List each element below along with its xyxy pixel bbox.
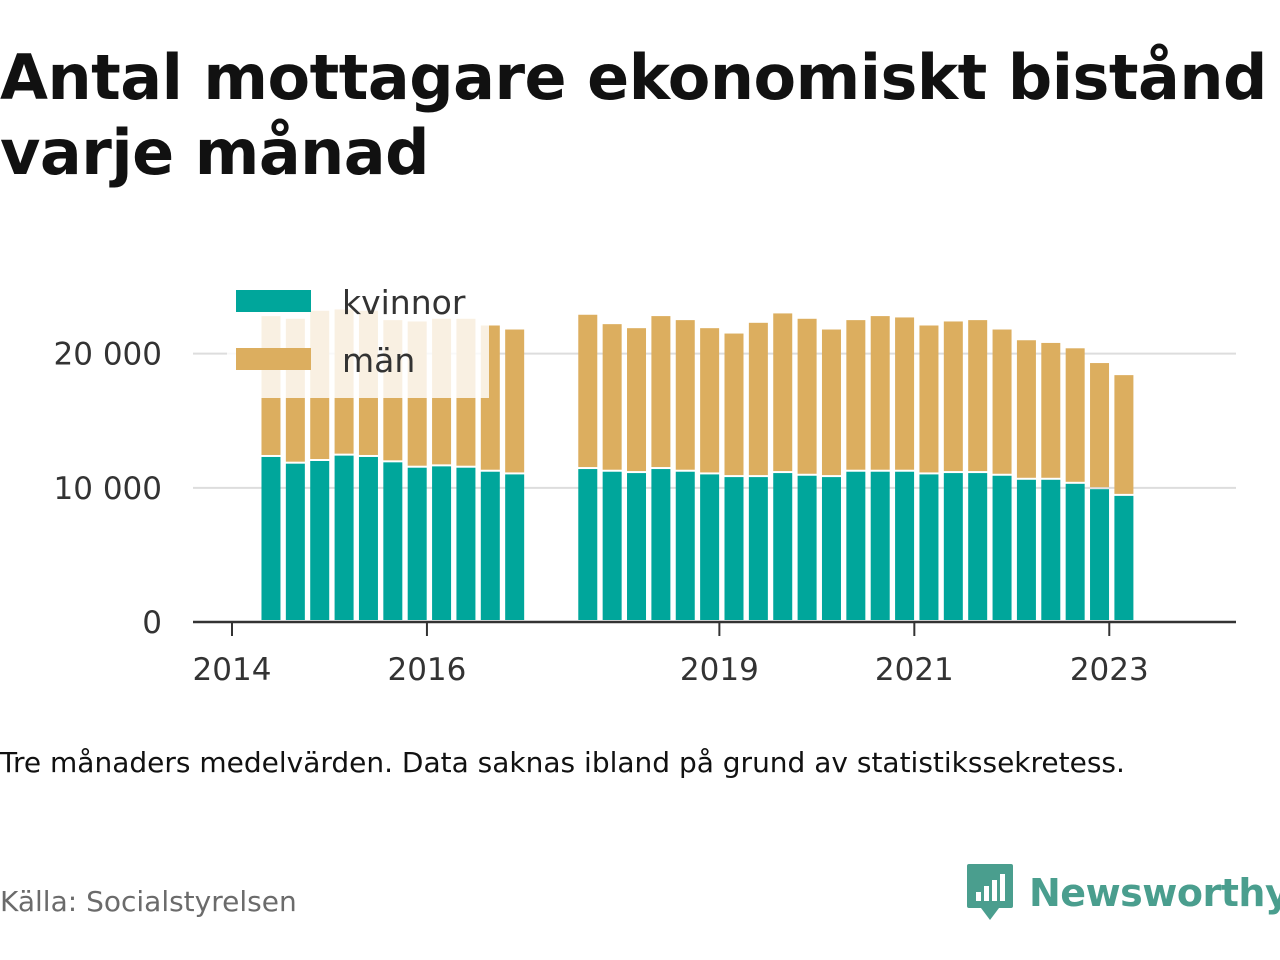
legend-swatch-man [236,348,311,370]
bar-kvinnor [943,473,963,620]
bar-kvinnor [578,469,598,620]
y-tick-label: 10 000 [54,471,162,507]
bar-kvinnor [505,474,525,620]
bar-kvinnor [651,469,671,620]
bar-man [968,320,988,472]
bar-man [748,322,768,476]
newsworthy-logo-icon [967,864,1013,920]
bar-man [846,320,866,470]
bar-kvinnor [432,466,452,620]
bar-kvinnor [821,477,841,620]
bar-man [895,317,915,470]
x-tick-label: 2014 [193,652,272,688]
bar-man [797,318,817,474]
bar-kvinnor [675,471,695,620]
bar-kvinnor [1090,489,1110,620]
chart-title: Antal mottagare ekonomiskt bistånd varje… [0,40,1280,190]
bar-kvinnor [700,474,720,620]
bar-kvinnor [480,471,500,620]
chart-note: Tre månaders medelvärden. Data saknas ib… [0,746,1125,779]
bar-kvinnor [261,456,281,620]
bar-kvinnor [310,461,330,620]
bar-man [724,333,744,476]
bar-kvinnor [724,477,744,620]
bar-kvinnor [870,471,890,620]
x-tick-label: 2023 [1070,652,1149,688]
brand-name: Newsworthy [1029,871,1280,915]
source-label: Källa: Socialstyrelsen [0,885,297,918]
bar-kvinnor [383,462,403,620]
bar-kvinnor [773,473,793,620]
bar-kvinnor [1114,495,1134,620]
bar-kvinnor [627,473,647,620]
legend-label-man: män [342,341,415,380]
bar-kvinnor [1065,483,1085,620]
y-tick-label: 20 000 [54,337,162,373]
bar-man [627,328,647,472]
title-line-2: varje månad [0,116,430,189]
bar-man [675,320,695,470]
bar-man [773,313,793,472]
bar-man [1041,342,1061,478]
bar-man [1114,375,1134,494]
bar-kvinnor [846,471,866,620]
stacked-bar-chart: 0 10 000 20 000 2014 2016 2019 2021 2023 kvinnor… [54,283,1236,688]
bar-man [1065,348,1085,482]
bar-man [943,321,963,472]
bar-man [505,329,525,473]
bar-man [1016,340,1036,478]
x-tick-label: 2021 [875,652,954,688]
bar-man [870,316,890,470]
legend-label-kvinnor: kvinnor [342,283,466,322]
title-line-1: Antal mottagare ekonomiskt bistånd [0,41,1267,114]
x-tick-label: 2016 [387,652,466,688]
bar-man [578,314,598,468]
bar-kvinnor [285,463,305,620]
bar-kvinnor [919,474,939,620]
bar-kvinnor [358,456,378,620]
y-tick-label: 0 [142,605,162,641]
bar-kvinnor [968,473,988,620]
bar-kvinnor [992,475,1012,620]
legend-swatch-kvinnor [236,290,311,312]
bar-man [700,328,720,473]
bar-man [651,316,671,468]
bar-kvinnor [895,471,915,620]
bar-kvinnor [748,477,768,620]
bar-man [1090,363,1110,488]
bar-man [602,324,622,470]
bar-man [992,329,1012,474]
bar-kvinnor [407,467,427,620]
bar-kvinnor [456,467,476,620]
bar-kvinnor [797,475,817,620]
bar-kvinnor [334,455,354,620]
bar-kvinnor [1016,479,1036,620]
bar-kvinnor [1041,479,1061,620]
bar-man [919,325,939,473]
bar-man [821,329,841,476]
x-tick-label: 2019 [680,652,759,688]
newsworthy-brand[interactable]: Newsworthy [965,862,1280,924]
bar-kvinnor [602,471,622,620]
